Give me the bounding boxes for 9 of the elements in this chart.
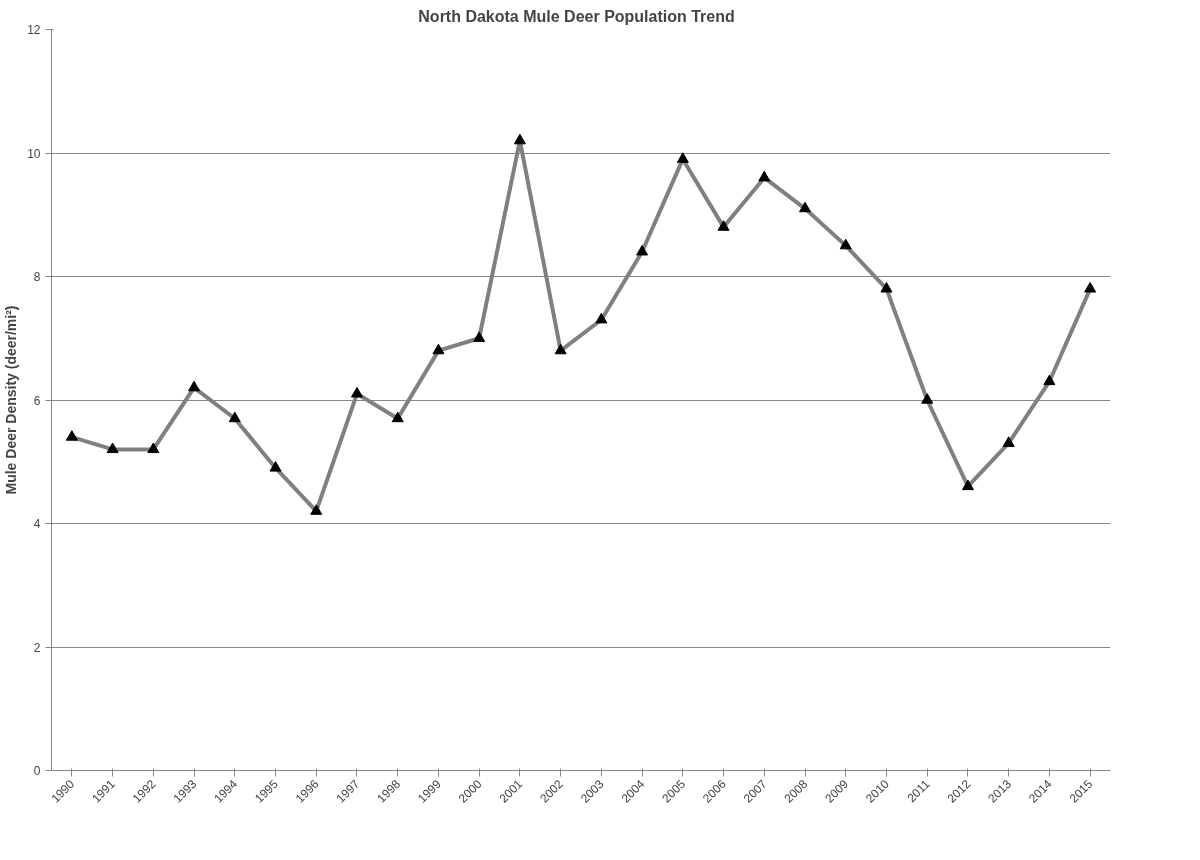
y-tick-label: 6 [33, 393, 41, 408]
y-tick-label: 2 [33, 640, 41, 655]
chart-title: North Dakota Mule Deer Population Trend [418, 7, 735, 25]
y-tick-label: 10 [27, 146, 41, 161]
y-tick-label: 4 [33, 517, 41, 531]
y-axis-title: Mule Deer Density (deer/mi²) [3, 305, 20, 495]
y-tick-label: 8 [33, 270, 41, 284]
y-tick-label: 0 [33, 764, 41, 778]
y-tick-label: 12 [27, 23, 41, 37]
